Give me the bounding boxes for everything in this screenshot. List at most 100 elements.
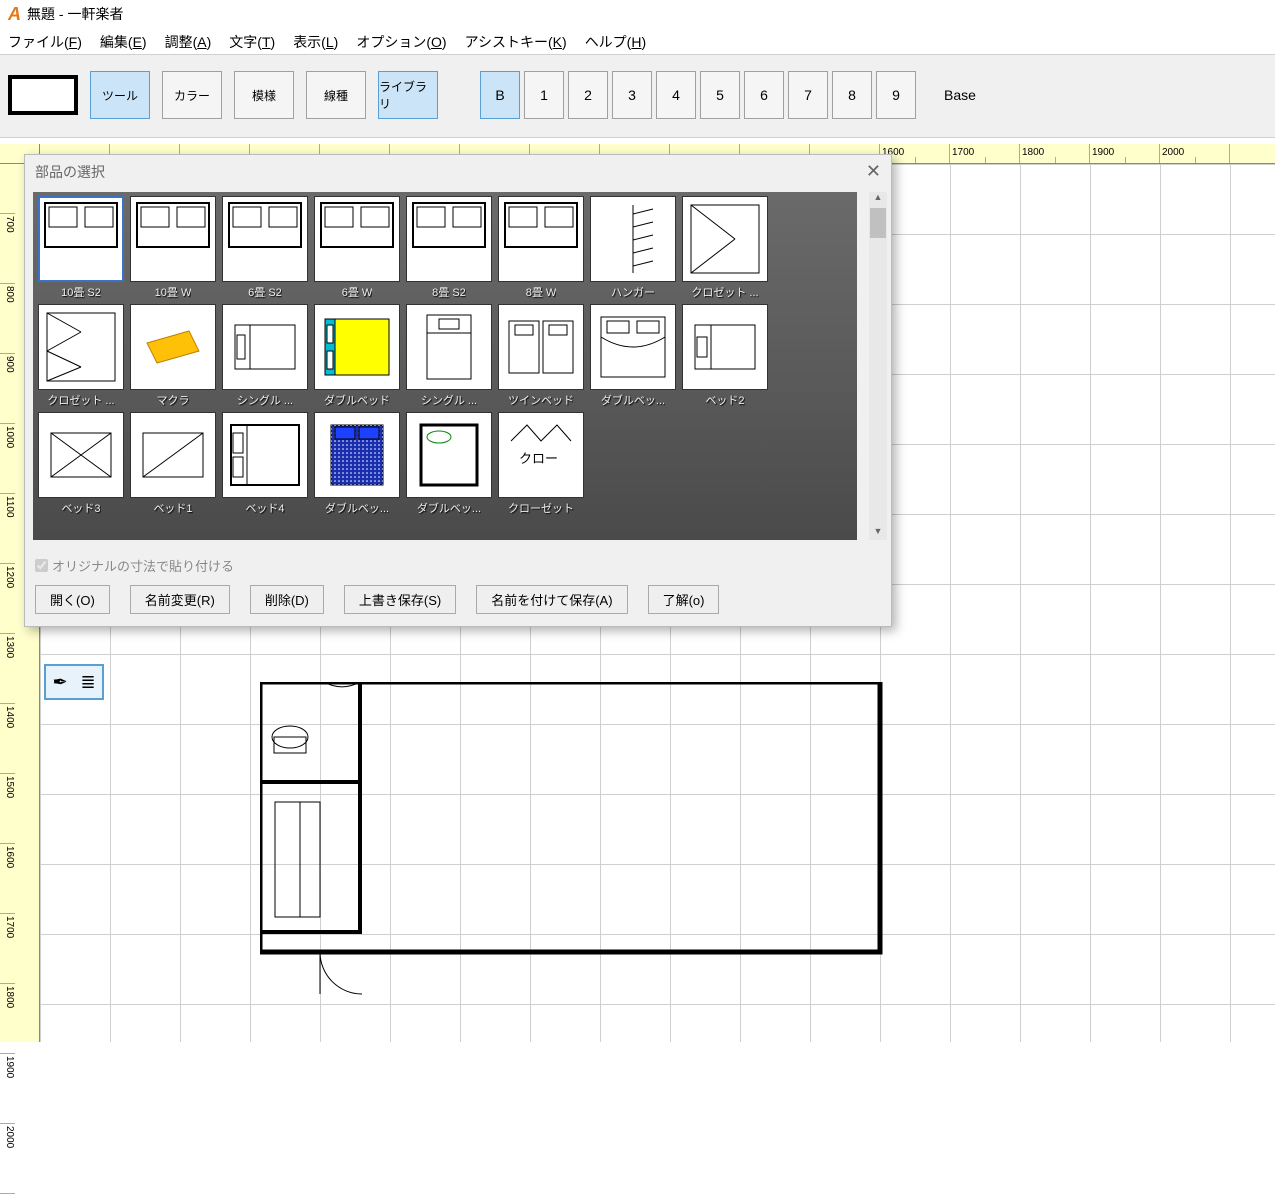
layer-button-6[interactable]: 6 <box>744 71 784 119</box>
part-item[interactable]: クロゼット ... <box>37 304 125 408</box>
part-thumb <box>222 304 308 390</box>
parts-grid: 10畳 S210畳 W6畳 S26畳 W8畳 S28畳 Wハンガークロゼット .… <box>33 192 857 540</box>
part-item[interactable]: 8畳 S2 <box>405 196 493 300</box>
part-item[interactable]: ベッド3 <box>37 412 125 516</box>
menu-assist[interactable]: アシストキー(K) <box>465 32 567 50</box>
part-item[interactable]: ツインベッド <box>497 304 585 408</box>
part-item[interactable]: 8畳 W <box>497 196 585 300</box>
layer-label: Base <box>944 87 976 103</box>
scroll-down-icon[interactable]: ▼ <box>869 526 887 540</box>
part-item[interactable]: クロークローゼット <box>497 412 585 516</box>
menu-help[interactable]: ヘルプ(H) <box>585 32 646 50</box>
part-label: ベッド1 <box>153 500 192 516</box>
menu-view[interactable]: 表示(L) <box>293 32 338 50</box>
part-thumb <box>314 304 400 390</box>
ruler-h-tick: 1800 <box>1020 144 1090 163</box>
part-thumb <box>406 196 492 282</box>
rename-button[interactable]: 名前変更(R) <box>130 585 230 614</box>
toolbar: ツール カラー 模様 線種 ライブラリ B123456789 Base <box>0 54 1275 138</box>
part-item[interactable]: ダブルベッド <box>313 304 401 408</box>
part-label: ツインベッド <box>508 392 574 408</box>
original-size-checkbox[interactable]: オリジナルの寸法で貼り付ける <box>35 556 881 575</box>
tool-panel-floating[interactable]: ✒ ≣ <box>44 664 104 700</box>
part-thumb <box>590 304 676 390</box>
part-label: 6畳 S2 <box>248 284 282 300</box>
ruler-v-tick: 1700 <box>0 914 15 984</box>
part-thumb <box>406 412 492 498</box>
part-item[interactable]: 6畳 S2 <box>221 196 309 300</box>
layer-button-2[interactable]: 2 <box>568 71 608 119</box>
part-label: ベッド3 <box>61 500 100 516</box>
saveas-button[interactable]: 名前を付けて保存(A) <box>476 585 627 614</box>
dialog-title-text: 部品の選択 <box>35 162 105 182</box>
part-label: 6畳 W <box>342 284 373 300</box>
part-item[interactable]: 10畳 W <box>129 196 217 300</box>
ruler-v-tick: 800 <box>0 284 15 354</box>
part-item[interactable]: ダブルベッ... <box>405 412 493 516</box>
part-item[interactable]: ベッド1 <box>129 412 217 516</box>
menu-text[interactable]: 文字(T) <box>229 32 275 50</box>
scroll-up-icon[interactable]: ▲ <box>869 192 887 206</box>
part-label: ベッド2 <box>705 392 744 408</box>
layer-button-1[interactable]: 1 <box>524 71 564 119</box>
part-item[interactable]: シングル ... <box>405 304 493 408</box>
part-thumb <box>498 196 584 282</box>
part-label: 10畳 S2 <box>61 284 101 300</box>
tool-button-library[interactable]: ライブラリ <box>378 71 438 119</box>
layer-button-3[interactable]: 3 <box>612 71 652 119</box>
ruler-v-tick: 1800 <box>0 984 15 1054</box>
tool-button-tool[interactable]: ツール <box>90 71 150 119</box>
close-icon[interactable]: ✕ <box>866 161 881 182</box>
layer-button-5[interactable]: 5 <box>700 71 740 119</box>
part-thumb <box>682 196 768 282</box>
layer-button-7[interactable]: 7 <box>788 71 828 119</box>
stack-icon[interactable]: ≣ <box>80 672 95 693</box>
save-button[interactable]: 上書き保存(S) <box>344 585 456 614</box>
part-thumb <box>406 304 492 390</box>
part-thumb <box>590 196 676 282</box>
part-item[interactable]: ハンガー <box>589 196 677 300</box>
menu-adjust[interactable]: 調整(A) <box>165 32 212 50</box>
scroll-thumb[interactable] <box>870 208 886 238</box>
tool-button-pattern[interactable]: 模様 <box>234 71 294 119</box>
ruler-v-tick: 2000 <box>0 1124 15 1194</box>
part-item[interactable]: ダブルベッ... <box>313 412 401 516</box>
menu-edit[interactable]: 編集(E) <box>100 32 147 50</box>
part-item[interactable]: ベッド4 <box>221 412 309 516</box>
delete-button[interactable]: 削除(D) <box>250 585 324 614</box>
menu-option[interactable]: オプション(O) <box>356 32 446 50</box>
ruler-v-tick: 1100 <box>0 494 15 564</box>
part-item[interactable]: クロゼット ... <box>681 196 769 300</box>
part-item[interactable]: 10畳 S2 <box>37 196 125 300</box>
part-item[interactable]: ダブルベッ... <box>589 304 677 408</box>
layer-button-4[interactable]: 4 <box>656 71 696 119</box>
layer-button-B[interactable]: B <box>480 71 520 119</box>
part-label: 8畳 W <box>526 284 557 300</box>
layer-button-8[interactable]: 8 <box>832 71 872 119</box>
part-thumb <box>314 196 400 282</box>
open-button[interactable]: 開く(O) <box>35 585 110 614</box>
tool-button-color[interactable]: カラー <box>162 71 222 119</box>
eyedropper-icon[interactable]: ✒ <box>52 672 67 693</box>
part-item[interactable]: マクラ <box>129 304 217 408</box>
part-item[interactable]: 6畳 W <box>313 196 401 300</box>
scrollbar[interactable]: ▲ ▼ <box>869 192 887 540</box>
original-size-check[interactable] <box>35 559 48 572</box>
part-label: クローゼット <box>508 500 574 516</box>
ruler-v-tick: 1900 <box>0 1054 15 1124</box>
ruler-v-tick: 1200 <box>0 564 15 634</box>
part-label: ダブルベッド <box>324 392 390 408</box>
part-thumb <box>222 412 308 498</box>
ruler-v-tick: 900 <box>0 354 15 424</box>
part-item[interactable]: ベッド2 <box>681 304 769 408</box>
parts-dialog: 部品の選択 ✕ 10畳 S2 10畳 W 6畳 S2 6畳 W 8畳 S2 8畳 W ハンガ… <box>24 154 892 627</box>
menubar: ファイル(F) 編集(E) 調整(A) 文字(T) 表示(L) オプション(O)… <box>0 28 1275 54</box>
part-item[interactable]: シングル ... <box>221 304 309 408</box>
tool-button-linetype[interactable]: 線種 <box>306 71 366 119</box>
menu-file[interactable]: ファイル(F) <box>8 32 82 50</box>
floorplan-drawing <box>260 682 900 1102</box>
ok-button[interactable]: 了解(o) <box>648 585 720 614</box>
current-swatch[interactable] <box>8 75 78 115</box>
layer-button-9[interactable]: 9 <box>876 71 916 119</box>
ruler-v-tick: 700 <box>0 214 15 284</box>
